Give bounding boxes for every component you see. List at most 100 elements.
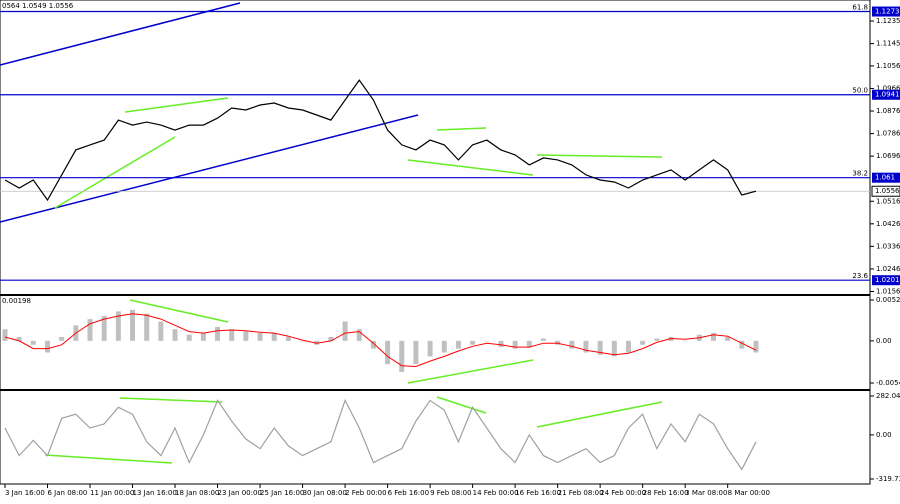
histogram-bar: [470, 340, 476, 345]
x-tick-label: 25 Jan 16:00: [260, 489, 304, 497]
channel-line: [0, 2, 241, 66]
y-tick-label: 0.00: [876, 337, 892, 345]
y-tick-label: 0.00: [876, 431, 892, 439]
level-label: 1.1273: [875, 8, 900, 16]
divergence-line: [119, 397, 223, 403]
y-tick-label: -0.00543: [876, 379, 900, 387]
level-label: 1.0201: [875, 276, 900, 284]
histogram-bar: [753, 340, 759, 353]
y-tick-label: -319.735: [876, 475, 900, 483]
histogram-bar: [300, 340, 306, 342]
histogram-bar: [385, 340, 391, 365]
x-tick-label: 8 Mar 00:00: [728, 489, 770, 497]
histogram-bar: [59, 336, 65, 341]
y-tick-label: 1.0156: [876, 287, 900, 295]
y-tick-label: 1.1145: [876, 40, 900, 48]
histogram-bar: [229, 329, 235, 341]
histogram-bar: [370, 340, 376, 349]
divergence-line: [407, 159, 534, 176]
histogram-bar: [625, 340, 631, 353]
x-tick-label: 3 Mar 08:00: [685, 489, 727, 497]
histogram-bar: [16, 336, 22, 341]
histogram-bar: [569, 340, 575, 349]
histogram-bar: [45, 340, 51, 353]
histogram-bar: [526, 340, 532, 348]
histogram-bar: [115, 311, 121, 341]
x-tick-label: 2 Feb 00:00: [345, 489, 386, 497]
price-line: [4, 79, 757, 202]
x-tick-label: 23 Jan 00:00: [218, 489, 262, 497]
macd-info: 0.00198: [2, 297, 31, 305]
x-tick-label: 21 Feb 08:00: [558, 489, 604, 497]
histogram-bar: [739, 340, 745, 349]
divergence-lines: [44, 97, 663, 464]
x-tick-label: 3 Jan 16:00: [5, 489, 45, 497]
x-tick-label: 30 Jan 08:00: [303, 489, 347, 497]
signal-line: [4, 313, 757, 368]
plot-frame: [0, 0, 871, 485]
y-tick-label: 282.0457: [876, 392, 900, 400]
histogram-bar: [583, 340, 589, 353]
histogram-bar: [158, 321, 164, 341]
histogram-bar: [399, 340, 405, 372]
histogram-bar: [540, 338, 546, 341]
divergence-line: [54, 136, 176, 209]
y-tick-label: 1.0426: [876, 220, 900, 228]
x-tick-label: 16 Feb 16:00: [515, 489, 561, 497]
divergence-line: [536, 401, 663, 428]
level-name: 23.6: [852, 272, 868, 280]
y-tick-label: 1.1235: [876, 17, 900, 25]
histogram-bar: [87, 319, 93, 341]
price-line: [4, 398, 757, 471]
x-tick-label: 24 Feb 00:00: [600, 489, 646, 497]
histogram-bar: [328, 336, 334, 341]
histogram-bar: [640, 340, 646, 345]
y-tick-label: 1.0786: [876, 130, 900, 138]
histogram-bar: [2, 329, 8, 341]
x-tick-label: 14 Feb 00:00: [473, 489, 519, 497]
level-label-box: [872, 172, 900, 183]
y-tick-label: 1.0246: [876, 265, 900, 273]
histogram-bar: [172, 329, 178, 341]
y-tick-label: 1.0336: [876, 242, 900, 250]
histogram-bar: [356, 329, 362, 341]
level-label: 1.0941: [875, 91, 900, 99]
x-tick-label: 6 Feb 16:00: [388, 489, 429, 497]
histogram-bar: [597, 340, 603, 355]
x-tick-label: 18 Jan 08:00: [175, 489, 219, 497]
histogram-bar: [130, 309, 136, 341]
trend-lines: [0, 2, 419, 223]
histogram-bar: [200, 333, 206, 341]
y-tick-label: 1.0966: [876, 84, 900, 92]
histogram-bar: [285, 336, 291, 341]
x-tick-label: 28 Feb 16:00: [643, 489, 689, 497]
histogram-bar: [257, 333, 263, 341]
x-tick-label: 13 Jan 16:00: [133, 489, 177, 497]
price-info: 0564 1.0549 1.0556: [2, 2, 74, 10]
histogram-bar: [342, 321, 348, 341]
histogram-bar: [186, 334, 192, 341]
channel-line: [0, 114, 419, 223]
divergence-line: [536, 154, 663, 158]
divergence-line: [124, 97, 229, 113]
histogram-bar: [682, 340, 688, 342]
level-label-box: [872, 89, 900, 100]
histogram-bar: [512, 340, 518, 349]
histogram-bar: [30, 340, 36, 345]
level-label: 1.061: [875, 174, 895, 182]
x-tick-label: 9 Feb 08:00: [430, 489, 471, 497]
divergence-line: [436, 396, 487, 414]
histogram-bar: [271, 333, 277, 341]
y-tick-label: 1.1056: [876, 62, 900, 70]
x-tick-label: 11 Jan 00:00: [90, 489, 134, 497]
last-price-box: [871, 185, 900, 197]
histogram-bar: [711, 333, 716, 341]
histogram-bar: [243, 331, 249, 341]
histogram-bar: [144, 313, 150, 341]
histogram-bar: [455, 340, 461, 349]
histogram-bar: [484, 340, 490, 342]
divergence-line: [129, 299, 229, 323]
histogram-bar: [427, 340, 433, 357]
level-name: 61.8: [852, 4, 868, 12]
